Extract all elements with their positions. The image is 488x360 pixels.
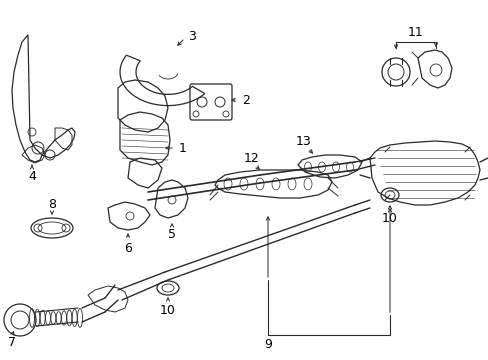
Text: 3: 3	[188, 30, 196, 42]
Text: 13: 13	[296, 135, 311, 148]
Text: 9: 9	[264, 338, 271, 351]
Text: 2: 2	[242, 94, 249, 107]
Text: 10: 10	[160, 303, 176, 316]
Text: 4: 4	[28, 170, 36, 183]
Text: 8: 8	[48, 198, 56, 211]
Text: 6: 6	[124, 242, 132, 255]
Text: 1: 1	[179, 141, 186, 154]
Text: 12: 12	[244, 152, 259, 165]
Text: 10: 10	[381, 212, 397, 225]
Text: 11: 11	[407, 26, 423, 39]
Text: 5: 5	[168, 229, 176, 242]
Text: 7: 7	[8, 337, 16, 350]
